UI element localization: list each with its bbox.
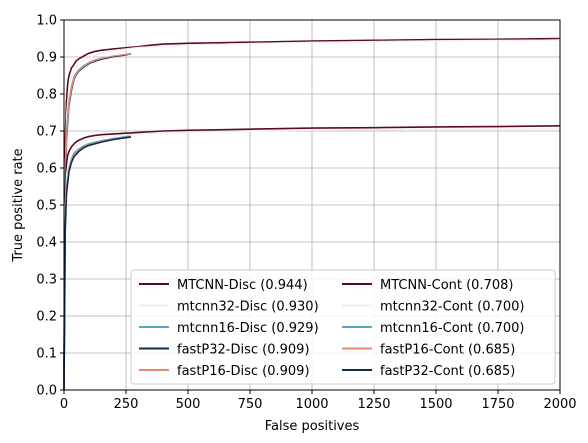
y-tick-label: 0.2 <box>36 310 57 325</box>
x-tick-label: 1750 <box>481 397 514 412</box>
x-tick-label: 0 <box>60 397 68 412</box>
y-tick-label: 0.9 <box>36 51 57 66</box>
legend-entry: MTCNN-Cont (0.708) <box>380 278 513 293</box>
y-axis-ticks: 0.0 0.1 0.2 0.3 0.4 0.5 0.6 0.7 0.8 0.9 1.0 <box>36 14 64 399</box>
legend-entry: mtcnn16-Disc (0.929) <box>177 321 319 336</box>
legend-entry: mtcnn32-Disc (0.930) <box>177 300 319 315</box>
y-tick-label: 0.4 <box>36 236 57 251</box>
x-axis-label: False positives <box>265 419 360 434</box>
legend-entry: mtcnn16-Cont (0.700) <box>380 321 524 336</box>
x-tick-label: 1250 <box>357 397 390 412</box>
series-line-3 <box>63 52 132 391</box>
series-lines <box>63 37 561 391</box>
series-line-4 <box>63 52 132 391</box>
series-line-9 <box>63 136 132 391</box>
legend-entry: mtcnn32-Cont (0.700) <box>380 300 524 315</box>
x-tick-label: 1500 <box>419 397 452 412</box>
y-axis-label: True positive rate <box>11 148 26 262</box>
y-tick-label: 1.0 <box>36 14 57 29</box>
y-tick-label: 0.1 <box>36 347 57 362</box>
legend: MTCNN-Disc (0.944) mtcnn32-Disc (0.930) mt… <box>130 269 556 385</box>
legend-entry: fastP32-Disc (0.909) <box>177 343 310 358</box>
series-line-5 <box>63 125 561 391</box>
legend-entry: fastP16-Cont (0.685) <box>380 343 515 358</box>
series-line-0 <box>63 37 561 391</box>
y-tick-label: 0.8 <box>36 88 57 103</box>
y-tick-label: 0.6 <box>36 162 57 177</box>
x-tick-label: 500 <box>176 397 201 412</box>
series-line-7 <box>63 135 132 391</box>
y-tick-label: 0.7 <box>36 125 57 140</box>
y-tick-label: 0.3 <box>36 273 57 288</box>
x-tick-label: 250 <box>114 397 139 412</box>
legend-entry: fastP32-Cont (0.685) <box>380 364 515 379</box>
x-tick-label: 1000 <box>295 397 328 412</box>
series-line-1 <box>63 39 561 391</box>
series-line-6 <box>63 128 561 391</box>
y-tick-label: 0.5 <box>36 199 57 214</box>
x-tick-label: 750 <box>238 397 263 412</box>
series-line-2 <box>63 53 132 391</box>
legend-entry: MTCNN-Disc (0.944) <box>177 278 308 293</box>
x-tick-label: 2000 <box>543 397 576 412</box>
series-line-8 <box>63 135 132 391</box>
legend-entry: fastP16-Disc (0.909) <box>177 364 310 379</box>
x-axis-ticks: 0 250 500 750 1000 1250 1500 1750 2000 <box>60 390 577 412</box>
y-tick-label: 0.0 <box>36 384 57 399</box>
